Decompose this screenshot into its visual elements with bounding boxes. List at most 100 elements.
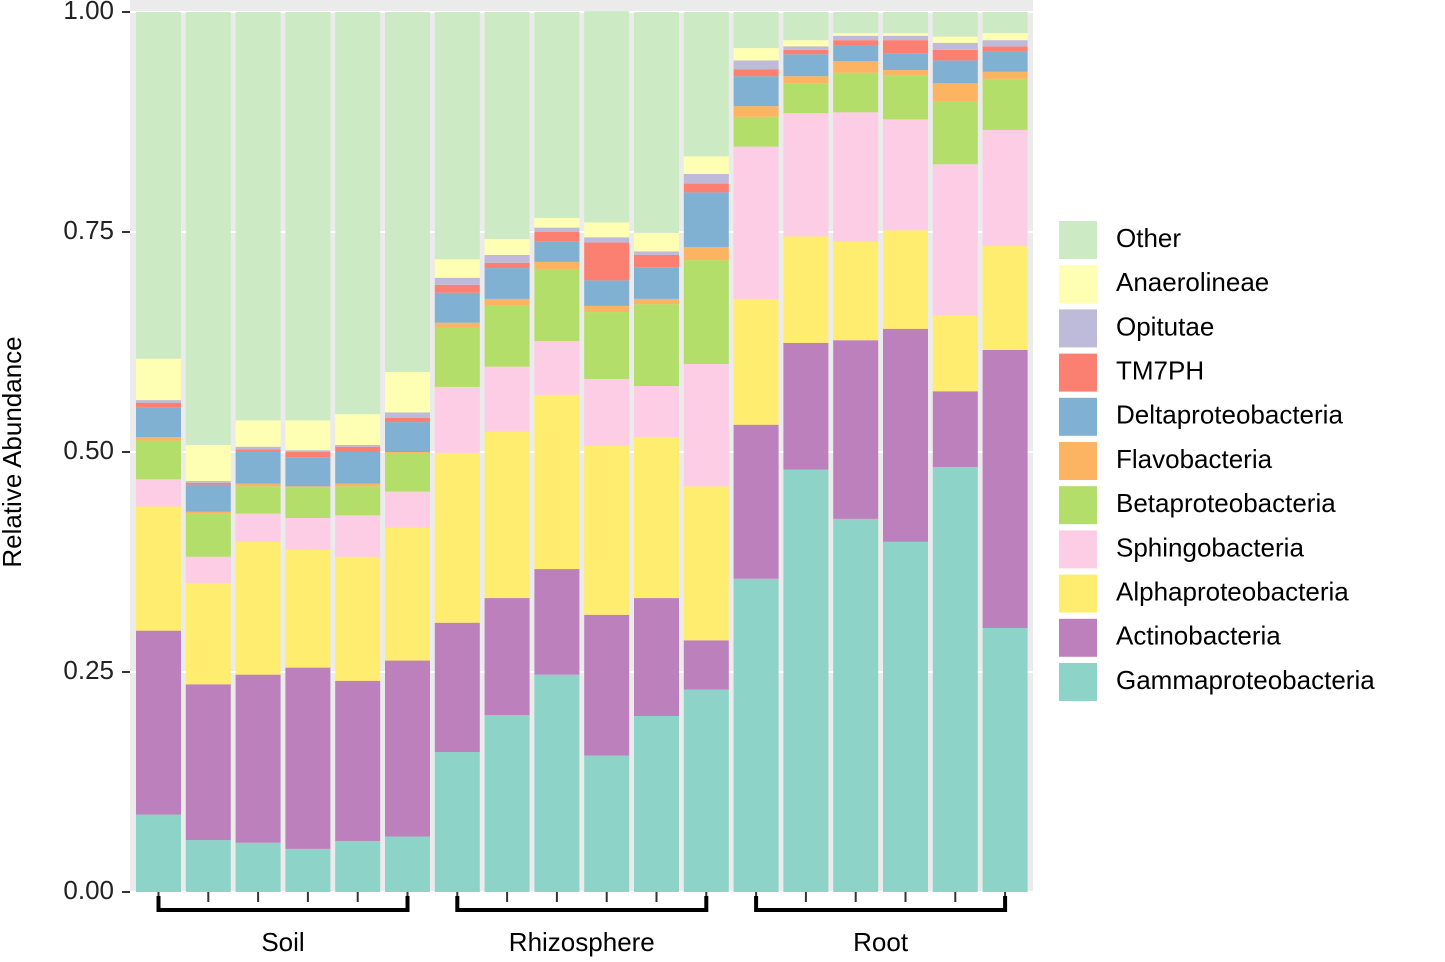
bar-segment (484, 262, 530, 269)
bar-segment (136, 400, 181, 403)
legend-key (1057, 616, 1099, 659)
legend-key (1057, 219, 1099, 261)
bar-segment (634, 251, 679, 255)
group-bracket (455, 896, 709, 912)
group-label: Rhizosphere (509, 927, 655, 957)
bar-segment (584, 312, 630, 379)
bar-segment (584, 11, 630, 223)
bar-segment (982, 628, 1028, 892)
bar-segment (484, 239, 530, 255)
bar-segment (484, 254, 530, 263)
bar-segment (484, 298, 530, 306)
bar-segment (634, 304, 679, 386)
bar-segment (683, 689, 729, 892)
bar-segment (783, 469, 829, 892)
bar-segment (683, 183, 729, 193)
bar-segment (683, 246, 729, 261)
bar-segment (783, 83, 829, 114)
bar-segment (683, 260, 729, 364)
axes: 0.00 0.25 0.50 0.75 1.00 Soil Rhizosphere Root (63, 0, 1008, 957)
bar-segment (235, 483, 281, 487)
legend-label: Gammaproteobacteria (1116, 665, 1375, 695)
bar-segment (235, 452, 281, 484)
bar-segment (883, 40, 928, 54)
bar-segment (335, 840, 381, 892)
bar-segment (385, 660, 430, 837)
bar-segment (932, 391, 978, 467)
bar-segment (932, 101, 978, 165)
bar-segment (982, 129, 1028, 247)
bar-segment (534, 261, 580, 269)
bar-segment (733, 578, 779, 892)
bar-segment (733, 69, 779, 77)
bar-segment (683, 12, 729, 157)
legend: Other Anaerolineae Opitutae TM7PH Deltaprote… (1057, 219, 1375, 703)
bar-segment (883, 119, 928, 231)
bar-segment (484, 268, 530, 299)
bar-segment (136, 814, 181, 892)
bar-segment (534, 227, 580, 232)
bar-segment (634, 267, 679, 299)
legend-key (1057, 528, 1099, 571)
bar-segment (932, 36, 978, 43)
bar-segment (634, 386, 679, 438)
bar-segment (584, 614, 630, 756)
legend-label: Alphaproteobacteria (1116, 576, 1349, 606)
bar-segment (634, 598, 679, 716)
bar-segment (534, 217, 580, 228)
bar-segment (883, 12, 928, 34)
bar-segment (434, 386, 480, 453)
bar-segment (584, 222, 630, 238)
bar-segment (335, 444, 381, 447)
bar-segment (982, 246, 1028, 350)
bar-segment (534, 674, 580, 892)
bar-segment (434, 292, 480, 323)
bar-segment (534, 341, 580, 395)
bar-segment (584, 305, 630, 313)
bar-segment (883, 328, 928, 542)
bar-segment (683, 156, 729, 174)
bar-segment (833, 112, 879, 242)
bar-segment (385, 491, 430, 528)
group-bracket (156, 896, 410, 912)
legend-label: TM7PH (1116, 355, 1204, 385)
bar-segment (285, 487, 331, 518)
bar-segment (285, 549, 331, 668)
bar-segment (733, 116, 779, 147)
bar-segment (982, 71, 1028, 79)
legend-key (1057, 263, 1099, 306)
bar-segment (185, 444, 231, 482)
bar-segment (733, 106, 779, 117)
group-label: Root (853, 927, 909, 957)
bar-segment (285, 452, 331, 458)
group-bracket (754, 896, 1008, 912)
bar-segment (733, 424, 779, 579)
bar-segment (335, 446, 381, 452)
bar-segment (285, 450, 331, 452)
legend-key (1057, 484, 1099, 527)
bar-segment (136, 358, 181, 401)
y-tick-label: 0.00 (63, 875, 114, 905)
bar-segment (534, 569, 580, 675)
bar-segment (385, 412, 430, 418)
bar-segment (434, 322, 480, 328)
legend-key (1057, 440, 1099, 482)
bar-segment (285, 420, 331, 451)
bar-segment (385, 453, 430, 492)
bar-segment (883, 541, 928, 892)
bar-segment (733, 48, 779, 61)
bar-segment (285, 12, 331, 421)
bar-segment (235, 420, 281, 447)
bar-segment (335, 452, 381, 484)
y-tick-label: 0.75 (63, 215, 114, 245)
bar-segment (883, 33, 928, 36)
legend-label: Flavobacteria (1116, 444, 1273, 474)
bar-segment (185, 482, 231, 485)
legend-key (1057, 395, 1099, 438)
legend-label: Deltaproteobacteria (1116, 400, 1343, 430)
bar-segment (634, 716, 679, 892)
bar-segment (385, 452, 430, 454)
legend-key (1057, 661, 1099, 703)
bar-segment (833, 45, 879, 62)
